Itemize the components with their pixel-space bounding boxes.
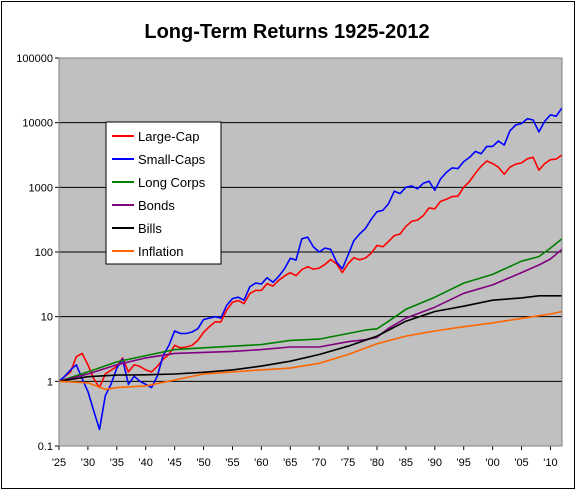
x-tick-label: '45 (167, 457, 181, 469)
x-tick-label: '90 (428, 457, 442, 469)
legend-label: Small-Caps (138, 152, 206, 167)
x-tick-label: '60 (254, 457, 268, 469)
y-tick-label: 100 (35, 247, 53, 259)
series-line-bonds (58, 248, 563, 383)
series-line-bills (58, 295, 562, 383)
y-tick-label: 10000 (22, 118, 53, 130)
x-tick-label: '10 (543, 457, 557, 469)
y-tick-label: 100000 (16, 53, 53, 65)
series-line-large-cap (58, 154, 563, 389)
legend-label: Long Corps (138, 175, 206, 190)
legend-label: Bonds (138, 198, 175, 213)
chart-title: Long-Term Returns 1925-2012 (144, 21, 429, 43)
y-tick-label: 1 (47, 376, 53, 388)
x-tick-label: '50 (196, 457, 210, 469)
x-tick-label: '05 (514, 457, 528, 469)
legend-label: Bills (138, 221, 162, 236)
x-tick-label: '95 (457, 457, 471, 469)
y-tick-label: 10 (41, 312, 53, 324)
series-line-inflation (58, 310, 563, 391)
x-tick-label: '00 (485, 457, 499, 469)
series-line-small-caps (58, 107, 563, 431)
y-tick-label: 0.1 (38, 441, 53, 453)
x-tick-label: '30 (81, 457, 95, 469)
x-tick-label: '40 (139, 457, 153, 469)
x-tick-label: '35 (110, 457, 124, 469)
x-tick-label: '65 (283, 457, 297, 469)
plot-area: 0.1 1 10 100 1000 10000 100000 '25 '30 '35 '40 '45 '… (16, 53, 563, 469)
x-tick-label: '80 (370, 457, 384, 469)
legend-label: Inflation (138, 244, 184, 259)
x-tick-label: '85 (399, 457, 413, 469)
plot-border (58, 57, 563, 447)
x-tick-label: '55 (225, 457, 239, 469)
y-tick-label: 1000 (29, 182, 53, 194)
series-line-long-corps (58, 238, 563, 383)
x-tick-label: '70 (312, 457, 326, 469)
legend-label: Large-Cap (138, 129, 199, 144)
x-tick-label: '25 (52, 457, 66, 469)
legend-box (105, 121, 222, 265)
x-tick-label: '75 (341, 457, 355, 469)
